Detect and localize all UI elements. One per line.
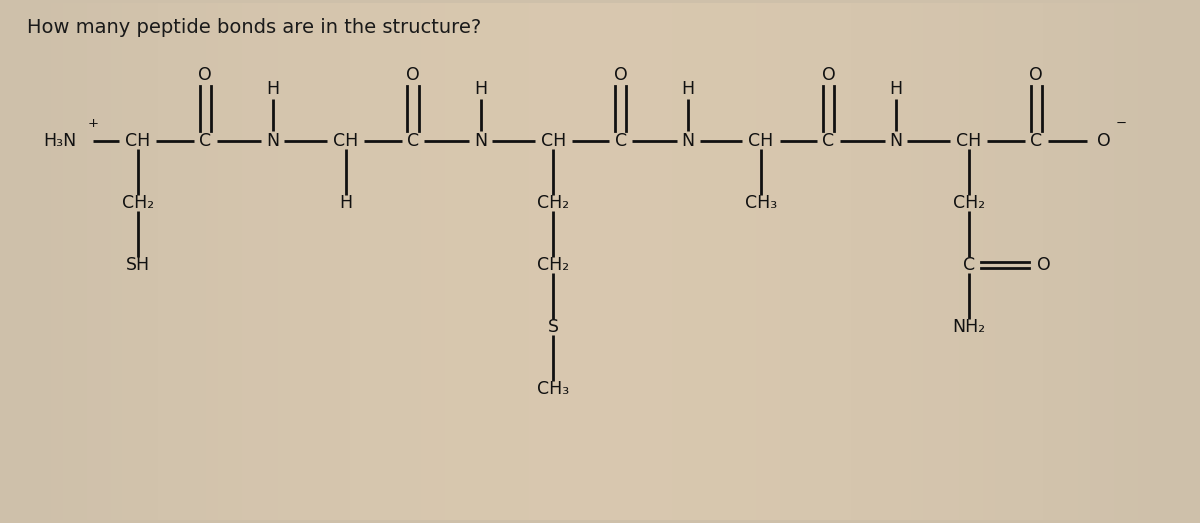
Text: O: O [1097, 132, 1111, 150]
Text: N: N [266, 132, 280, 150]
Text: H: H [889, 80, 902, 98]
Text: CH: CH [541, 132, 566, 150]
Text: H: H [474, 80, 487, 98]
Text: C: C [1030, 132, 1043, 150]
Text: C: C [962, 256, 974, 274]
Text: CH: CH [749, 132, 774, 150]
Text: H₃N: H₃N [43, 132, 77, 150]
Text: SH: SH [126, 256, 150, 274]
Text: CH₂: CH₂ [538, 256, 569, 274]
Text: H: H [338, 194, 352, 212]
Text: CH₃: CH₃ [538, 380, 569, 398]
Text: −: − [1116, 117, 1127, 130]
Text: O: O [198, 66, 212, 84]
Text: O: O [822, 66, 835, 84]
Text: H: H [682, 80, 695, 98]
Text: CH₂: CH₂ [538, 194, 569, 212]
Text: CH₃: CH₃ [745, 194, 778, 212]
Text: N: N [474, 132, 487, 150]
Text: NH₂: NH₂ [952, 318, 985, 336]
Text: CH₂: CH₂ [121, 194, 154, 212]
Text: C: C [407, 132, 419, 150]
Text: CH: CH [332, 132, 358, 150]
Text: CH₂: CH₂ [953, 194, 985, 212]
Text: O: O [1030, 66, 1043, 84]
Text: C: C [822, 132, 834, 150]
Text: CH: CH [956, 132, 982, 150]
Text: C: C [199, 132, 211, 150]
Text: S: S [547, 318, 559, 336]
Text: O: O [614, 66, 628, 84]
Text: C: C [614, 132, 626, 150]
Text: O: O [406, 66, 420, 84]
Text: CH: CH [125, 132, 150, 150]
Text: H: H [266, 80, 280, 98]
Text: How many peptide bonds are in the structure?: How many peptide bonds are in the struct… [26, 18, 481, 37]
Text: +: + [88, 117, 98, 130]
Text: O: O [1037, 256, 1050, 274]
Text: N: N [889, 132, 902, 150]
Text: N: N [682, 132, 695, 150]
